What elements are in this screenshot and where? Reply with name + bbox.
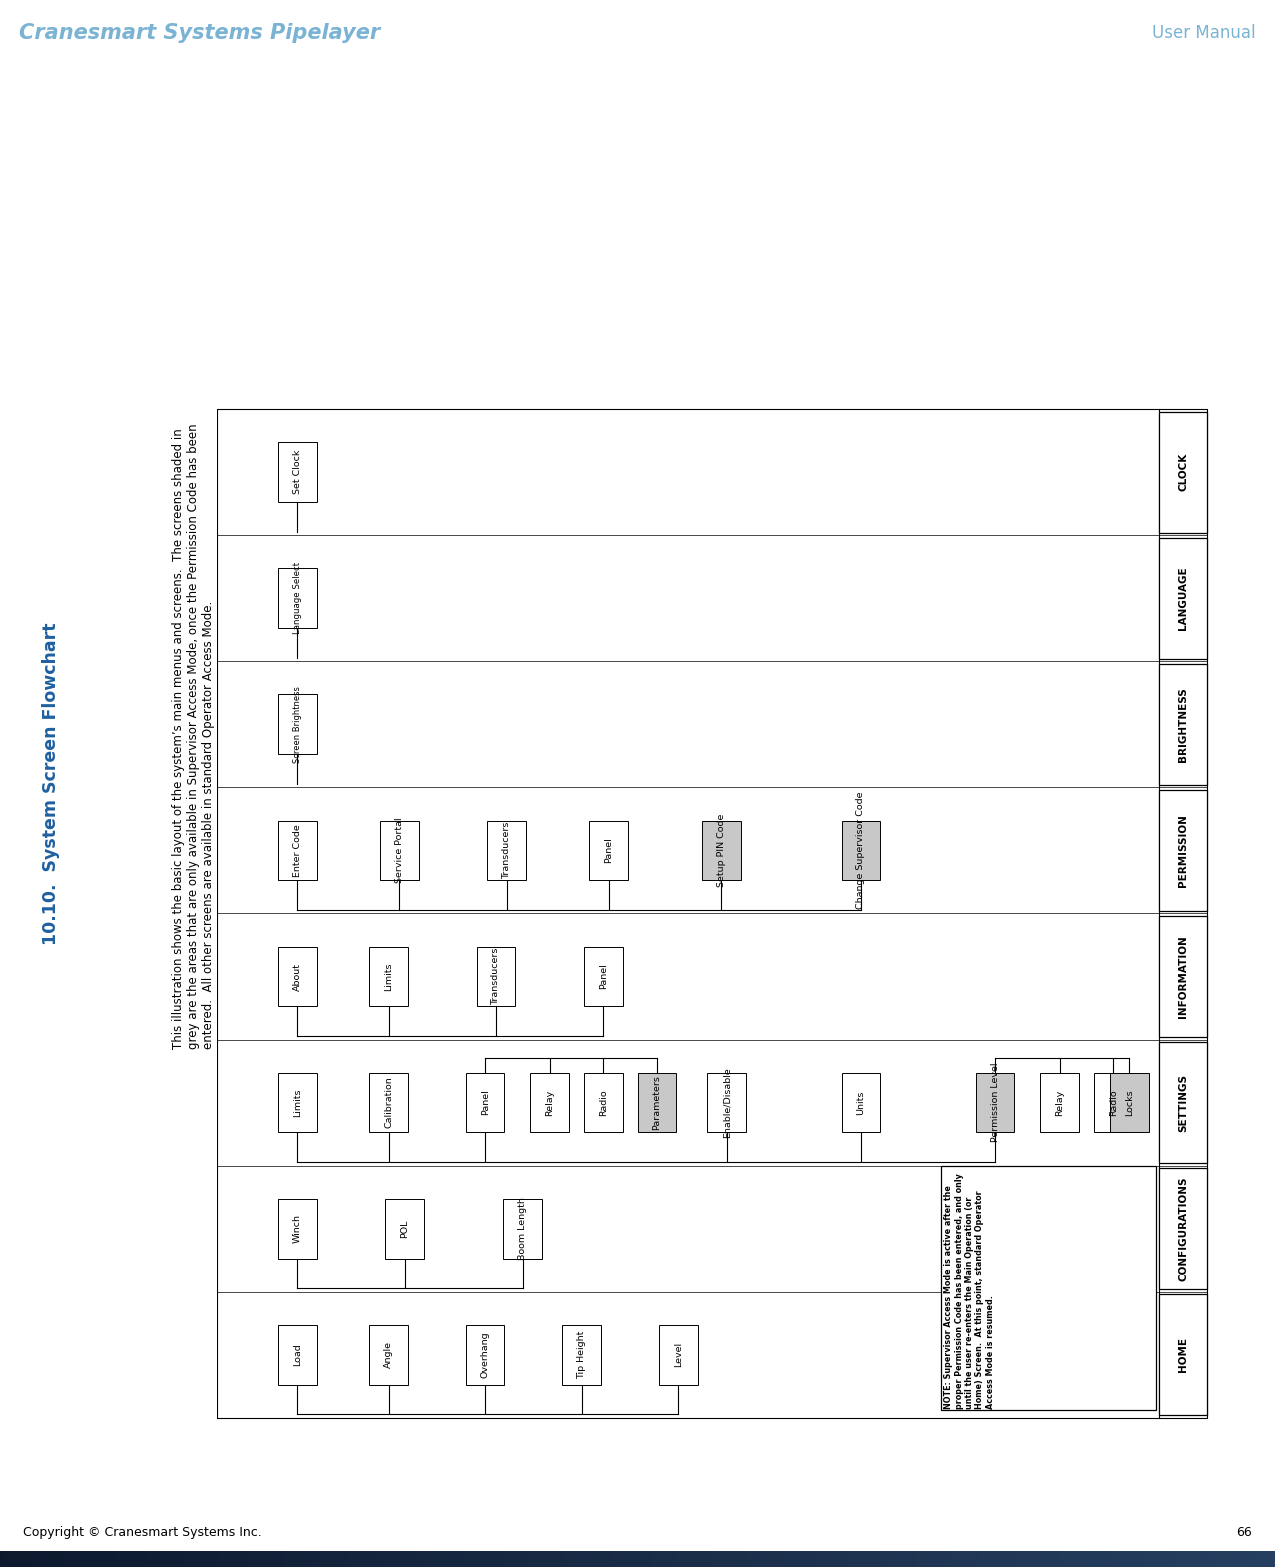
Text: PERMISSION: PERMISSION: [1178, 813, 1188, 887]
Text: Winch: Winch: [293, 1214, 302, 1243]
Text: Radio: Radio: [599, 1089, 608, 1116]
Text: 66: 66: [1237, 1526, 1252, 1539]
Bar: [465, 1073, 505, 1133]
Bar: [1159, 790, 1207, 910]
Text: POL: POL: [400, 1219, 409, 1238]
Text: Angle: Angle: [384, 1341, 393, 1368]
Text: About: About: [293, 962, 302, 990]
Text: CLOCK: CLOCK: [1178, 453, 1188, 492]
Text: Locks: Locks: [1125, 1089, 1133, 1116]
Bar: [278, 821, 316, 881]
Text: Setup PIN Code: Setup PIN Code: [717, 813, 725, 887]
Text: SETTINGS: SETTINGS: [1178, 1073, 1188, 1131]
Bar: [477, 946, 515, 1006]
Bar: [278, 569, 316, 628]
Bar: [1159, 412, 1207, 533]
Bar: [278, 694, 316, 754]
Text: Cranesmart Systems Pipelayer: Cranesmart Systems Pipelayer: [19, 24, 380, 42]
Bar: [589, 821, 629, 881]
Bar: [1159, 1294, 1207, 1415]
Bar: [278, 1073, 316, 1133]
Text: Transducers: Transducers: [502, 821, 511, 879]
Text: Limits: Limits: [384, 962, 393, 990]
Bar: [1111, 1073, 1149, 1133]
Bar: [1159, 1167, 1207, 1290]
Text: Service Portal: Service Portal: [395, 818, 404, 884]
Text: 10.10.  System Screen Flowchart: 10.10. System Screen Flowchart: [42, 622, 60, 945]
Text: This illustration shows the basic layout of the system’s main menus and screens.: This illustration shows the basic layout…: [172, 423, 215, 1048]
Bar: [1159, 537, 1207, 658]
Bar: [370, 1073, 408, 1133]
Text: Relay: Relay: [1056, 1089, 1065, 1116]
Text: Parameters: Parameters: [653, 1075, 662, 1130]
Bar: [975, 1073, 1015, 1133]
Bar: [385, 1199, 425, 1258]
Bar: [584, 1073, 622, 1133]
Bar: [1094, 1073, 1132, 1133]
Bar: [530, 1073, 569, 1133]
Text: Tip Height: Tip Height: [578, 1330, 586, 1379]
Bar: [842, 1073, 880, 1133]
Text: Panel: Panel: [599, 964, 608, 989]
Text: BRIGHTNESS: BRIGHTNESS: [1178, 686, 1188, 762]
Text: Boom Length: Boom Length: [518, 1197, 528, 1260]
Text: Change Supervisor Code: Change Supervisor Code: [857, 791, 866, 909]
Text: CONFIGURATIONS: CONFIGURATIONS: [1178, 1177, 1188, 1280]
Text: Screen Brightness: Screen Brightness: [293, 686, 302, 763]
Text: Relay: Relay: [546, 1089, 555, 1116]
Bar: [278, 946, 316, 1006]
Text: Level: Level: [674, 1341, 683, 1368]
Bar: [380, 821, 418, 881]
Bar: [638, 1073, 676, 1133]
Text: HOME: HOME: [1178, 1337, 1188, 1373]
Text: Copyright © Cranesmart Systems Inc.: Copyright © Cranesmart Systems Inc.: [23, 1526, 261, 1539]
Text: Calibration: Calibration: [384, 1077, 393, 1128]
Text: User Manual: User Manual: [1153, 24, 1256, 42]
Text: Load: Load: [293, 1343, 302, 1366]
Text: INFORMATION: INFORMATION: [1178, 935, 1188, 1019]
Text: Overhang: Overhang: [481, 1332, 490, 1377]
Bar: [562, 1324, 601, 1385]
Text: Panel: Panel: [604, 838, 613, 863]
Bar: [1159, 664, 1207, 785]
Bar: [659, 1324, 697, 1385]
Text: Limits: Limits: [293, 1089, 302, 1117]
Bar: [703, 821, 741, 881]
Bar: [278, 1199, 316, 1258]
Text: Permission Level: Permission Level: [991, 1062, 1000, 1142]
Bar: [941, 1166, 1156, 1410]
Bar: [1040, 1073, 1079, 1133]
Text: NOTE: Supervisor Access Mode is active after the
proper Permission Code has been: NOTE: Supervisor Access Mode is active a…: [945, 1174, 994, 1409]
Bar: [1159, 917, 1207, 1037]
Bar: [487, 821, 527, 881]
Text: Enable/Disable: Enable/Disable: [722, 1067, 732, 1138]
Bar: [842, 821, 880, 881]
Bar: [465, 1324, 505, 1385]
Bar: [708, 1073, 746, 1133]
Text: Transducers: Transducers: [491, 948, 500, 1004]
Text: Set Clock: Set Clock: [293, 450, 302, 495]
Text: Enter Code: Enter Code: [293, 824, 302, 878]
Text: Radio: Radio: [1109, 1089, 1118, 1116]
Bar: [1159, 1042, 1207, 1163]
Text: Language Select: Language Select: [293, 563, 302, 635]
Bar: [504, 1199, 542, 1258]
Bar: [278, 1324, 316, 1385]
Text: Units: Units: [857, 1091, 866, 1114]
Text: Panel: Panel: [481, 1089, 490, 1116]
Bar: [278, 442, 316, 501]
Bar: [370, 1324, 408, 1385]
Bar: [584, 946, 622, 1006]
Bar: [370, 946, 408, 1006]
Text: LANGUAGE: LANGUAGE: [1178, 567, 1188, 630]
